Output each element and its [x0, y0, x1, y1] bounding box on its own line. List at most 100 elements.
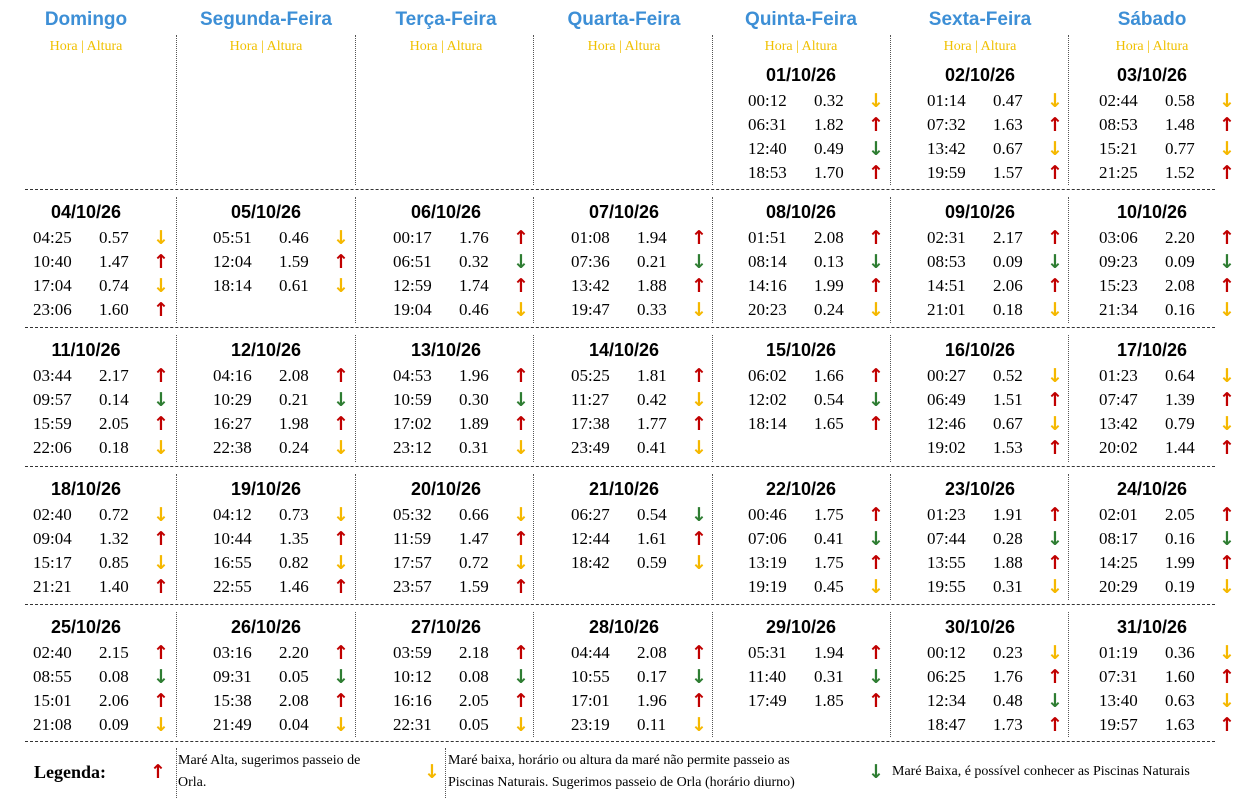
tide-height: 0.36: [1165, 643, 1195, 662]
tide-arrow: ↑: [1047, 389, 1063, 411]
tide-height: 0.09: [993, 252, 1023, 271]
tide-height: 0.33: [637, 300, 667, 319]
column-separator: [712, 197, 713, 323]
tide-arrow: ↓: [1047, 365, 1063, 387]
tide-arrow: ↓: [1219, 413, 1235, 435]
tide-height: 1.47: [459, 529, 489, 548]
column-subheader: Hora | Altura: [587, 39, 661, 54]
tide-height: 2.08: [1165, 276, 1195, 295]
tide-time: 09:31: [213, 667, 252, 686]
tide-time: 06:51: [393, 252, 432, 271]
tide-time: 14:25: [1099, 553, 1138, 572]
tide-time: 15:59: [33, 414, 72, 433]
tide-arrow: ↓: [868, 576, 884, 598]
tide-arrow: ↑: [153, 576, 169, 598]
tide-arrow: ↓: [691, 504, 707, 526]
legend-separator: [176, 748, 177, 798]
day-name: Segunda-Feira: [200, 9, 332, 30]
tide-arrow: ↑: [333, 576, 349, 598]
tide-arrow: ↑: [1219, 714, 1235, 736]
date: 30/10/26: [944, 617, 1016, 637]
column-subheader: Hora | Altura: [764, 39, 838, 54]
tide-height: 0.66: [459, 505, 489, 524]
tide-time: 04:16: [213, 366, 252, 385]
tide-arrow: ↑: [1047, 552, 1063, 574]
day-name: Sexta-Feira: [928, 9, 1032, 30]
tide-arrow: ↓: [333, 504, 349, 526]
tide-height: 2.06: [99, 691, 129, 710]
tide-time: 12:44: [571, 529, 610, 548]
legend-text: Maré Baixa, é possível conhecer as Pisci…: [892, 764, 1190, 779]
date: 23/10/26: [944, 479, 1016, 499]
tide-arrow: ↑: [1047, 114, 1063, 136]
tide-height: 0.09: [1165, 252, 1195, 271]
tide-arrow: ↑: [513, 528, 529, 550]
column-separator: [712, 335, 713, 462]
tide-height: 1.35: [279, 529, 309, 548]
tide-height: 1.73: [993, 715, 1023, 734]
tide-arrow: ↓: [691, 666, 707, 688]
tide-time: 22:31: [393, 715, 432, 734]
column-separator: [1068, 474, 1069, 600]
tide-height: 1.91: [993, 505, 1023, 524]
tide-arrow: ↑: [1219, 275, 1235, 297]
tide-arrow: ↓: [691, 714, 707, 736]
tide-time: 23:06: [33, 300, 72, 319]
week-separator: [25, 466, 1215, 467]
tide-height: 0.57: [99, 228, 129, 247]
date: 17/10/26: [1116, 340, 1188, 360]
tide-arrow: ↑: [691, 690, 707, 712]
tide-height: 0.85: [99, 553, 129, 572]
tide-arrow: ↓: [153, 666, 169, 688]
tide-height: 1.59: [279, 252, 309, 271]
column-separator: [176, 474, 177, 600]
tide-time: 08:17: [1099, 529, 1138, 548]
tide-height: 0.24: [814, 300, 844, 319]
tide-time: 11:27: [571, 390, 610, 409]
tide-time: 17:49: [748, 691, 787, 710]
tide-arrow: ↑: [691, 528, 707, 550]
tide-time: 11:59: [393, 529, 432, 548]
tide-arrow: ↓: [868, 251, 884, 273]
tide-time: 13:55: [927, 553, 966, 572]
tide-height: 1.74: [459, 276, 489, 295]
tide-arrow: ↑: [333, 642, 349, 664]
tide-arrow: ↓: [513, 666, 529, 688]
tide-arrow: ↓: [513, 504, 529, 526]
date: 25/10/26: [50, 617, 122, 637]
date: 15/10/26: [765, 340, 837, 360]
tide-arrow: ↑: [1047, 504, 1063, 526]
column-separator: [533, 35, 534, 185]
tide-time: 16:16: [393, 691, 432, 710]
tide-arrow: ↑: [868, 504, 884, 526]
tide-height: 1.39: [1165, 390, 1195, 409]
legend-title: Legenda:: [34, 762, 106, 782]
tide-height: 1.57: [993, 163, 1023, 182]
tide-time: 23:19: [571, 715, 610, 734]
tide-height: 0.21: [637, 252, 667, 271]
tide-time: 18:42: [571, 553, 610, 572]
tide-height: 1.48: [1165, 115, 1195, 134]
tide-time: 10:44: [213, 529, 252, 548]
tide-time: 19:02: [927, 438, 966, 457]
tide-height: 1.63: [1165, 715, 1195, 734]
legend-arrow: ↑: [150, 761, 166, 783]
date: 21/10/26: [588, 479, 660, 499]
tide-time: 19:04: [393, 300, 432, 319]
tide-height: 1.66: [814, 366, 844, 385]
tide-height: 0.09: [99, 715, 129, 734]
tide-height: 1.40: [99, 577, 129, 596]
column-separator: [176, 612, 177, 737]
tide-arrow: ↓: [333, 714, 349, 736]
tide-height: 0.63: [1165, 691, 1195, 710]
column-separator: [176, 35, 177, 185]
tide-height: 0.41: [814, 529, 844, 548]
tide-arrow: ↓: [153, 275, 169, 297]
tide-height: 2.05: [459, 691, 489, 710]
tide-height: 2.20: [279, 643, 309, 662]
tide-arrow: ↓: [1047, 299, 1063, 321]
tide-height: 1.96: [637, 691, 667, 710]
tide-height: 0.11: [637, 715, 667, 734]
tide-height: 0.54: [637, 505, 667, 524]
tide-arrow: ↓: [1047, 90, 1063, 112]
